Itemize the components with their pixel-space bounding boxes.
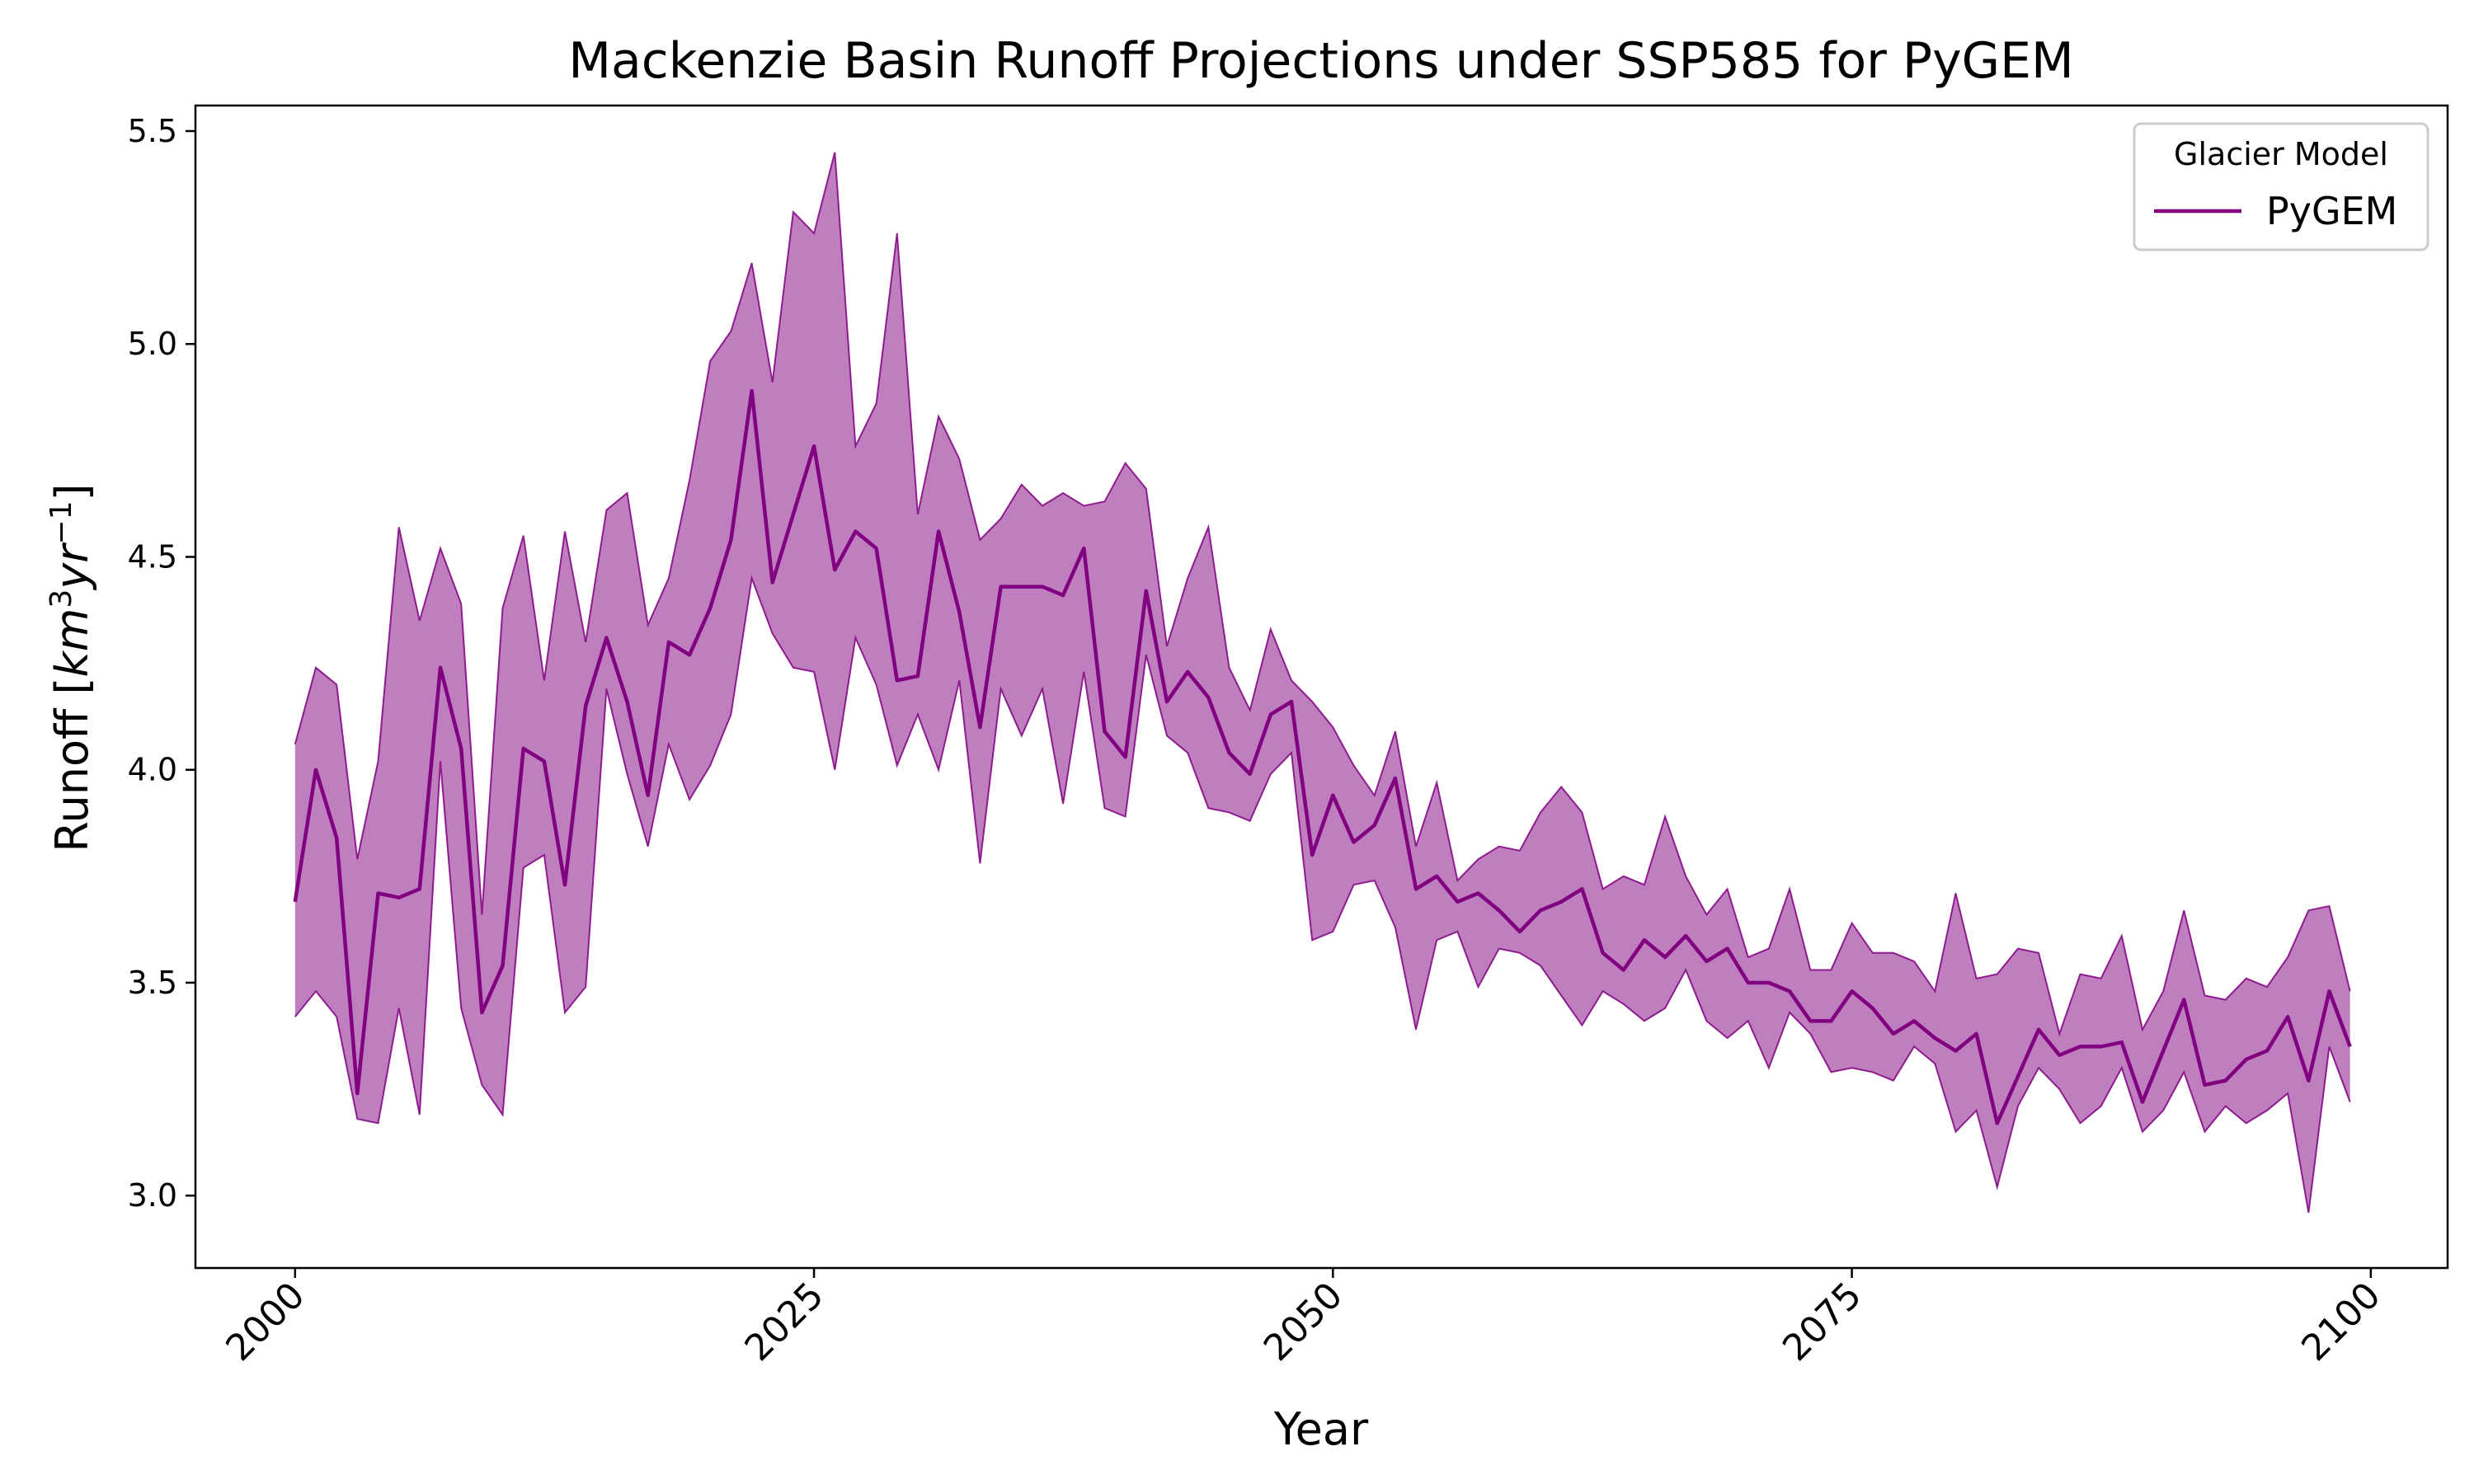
y-tick-label: 5.5 — [128, 113, 177, 149]
x-tick-label: 2000 — [218, 1275, 313, 1369]
pygem-band-lower-edge — [294, 575, 2351, 1214]
plot-area: 3.0 3.5 4.0 4.5 5.0 5.5 2000 2025 2050 2075 2100 — [128, 104, 2449, 1369]
chart-title: Mackenzie Basin Runoff Projections under… — [568, 32, 2074, 90]
x-tick-label: 2025 — [737, 1275, 832, 1369]
y-tick-label: 3.0 — [128, 1177, 177, 1214]
y-axis-label: Runoff [km3yr−1] — [45, 483, 99, 852]
pygem-uncertainty-band — [294, 152, 2350, 1213]
y-axis-label-unit-yr-exponent: −1 — [45, 501, 78, 545]
y-tick-label: 4.5 — [128, 538, 177, 575]
pygem-mean-line — [293, 388, 2352, 1125]
y-tick-label: 4.0 — [128, 752, 177, 788]
legend-label-pygem: PyGEM — [2266, 189, 2397, 233]
y-axis-label-unit-km: km — [46, 608, 98, 678]
x-tick-label: 2050 — [1256, 1275, 1351, 1369]
pygem-band-upper-edge — [294, 152, 2351, 1037]
y-tick-label: 3.5 — [128, 965, 177, 1001]
legend: Glacier Model PyGEM — [2133, 122, 2429, 251]
x-tick-label: 2100 — [2293, 1275, 2388, 1369]
y-tick-label: 5.0 — [128, 326, 177, 362]
legend-frame — [2133, 122, 2429, 251]
plot-frame — [194, 104, 2449, 1270]
y-axis-label-main: Runoff [ — [46, 678, 98, 852]
y-axis-label-unit-km-exponent: 3 — [45, 589, 78, 608]
y-axis-label-unit-yr: yr — [46, 542, 98, 591]
y-axis-label-close: ] — [46, 483, 98, 500]
x-axis-label: Year — [1273, 1403, 1369, 1455]
x-tick-label: 2075 — [1775, 1275, 1870, 1369]
legend-title: Glacier Model — [2174, 136, 2388, 172]
